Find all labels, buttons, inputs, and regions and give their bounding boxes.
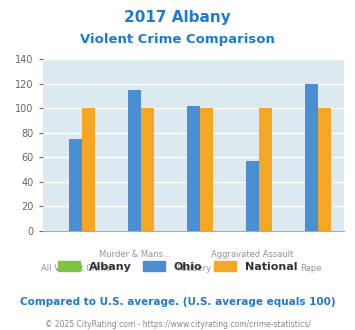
Text: All Violent Crime: All Violent Crime xyxy=(40,264,111,273)
Bar xyxy=(246,161,259,231)
Legend: Albany, Ohio, National: Albany, Ohio, National xyxy=(58,261,297,272)
Text: © 2025 CityRating.com - https://www.cityrating.com/crime-statistics/: © 2025 CityRating.com - https://www.city… xyxy=(45,320,310,329)
Text: Compared to U.S. average. (U.S. average equals 100): Compared to U.S. average. (U.S. average … xyxy=(20,297,335,307)
Bar xyxy=(318,109,331,231)
Bar xyxy=(187,106,200,231)
Text: Robbery: Robbery xyxy=(176,264,211,273)
Bar xyxy=(305,84,318,231)
Text: Aggravated Assault: Aggravated Assault xyxy=(211,250,294,259)
Bar xyxy=(82,109,95,231)
Bar xyxy=(259,109,272,231)
Text: Violent Crime Comparison: Violent Crime Comparison xyxy=(80,33,275,46)
Bar xyxy=(128,90,141,231)
Bar xyxy=(141,109,154,231)
Bar xyxy=(69,139,82,231)
Text: 2017 Albany: 2017 Albany xyxy=(124,10,231,25)
Text: Murder & Mans...: Murder & Mans... xyxy=(99,250,170,259)
Bar xyxy=(200,109,213,231)
Text: Rape: Rape xyxy=(300,264,322,273)
